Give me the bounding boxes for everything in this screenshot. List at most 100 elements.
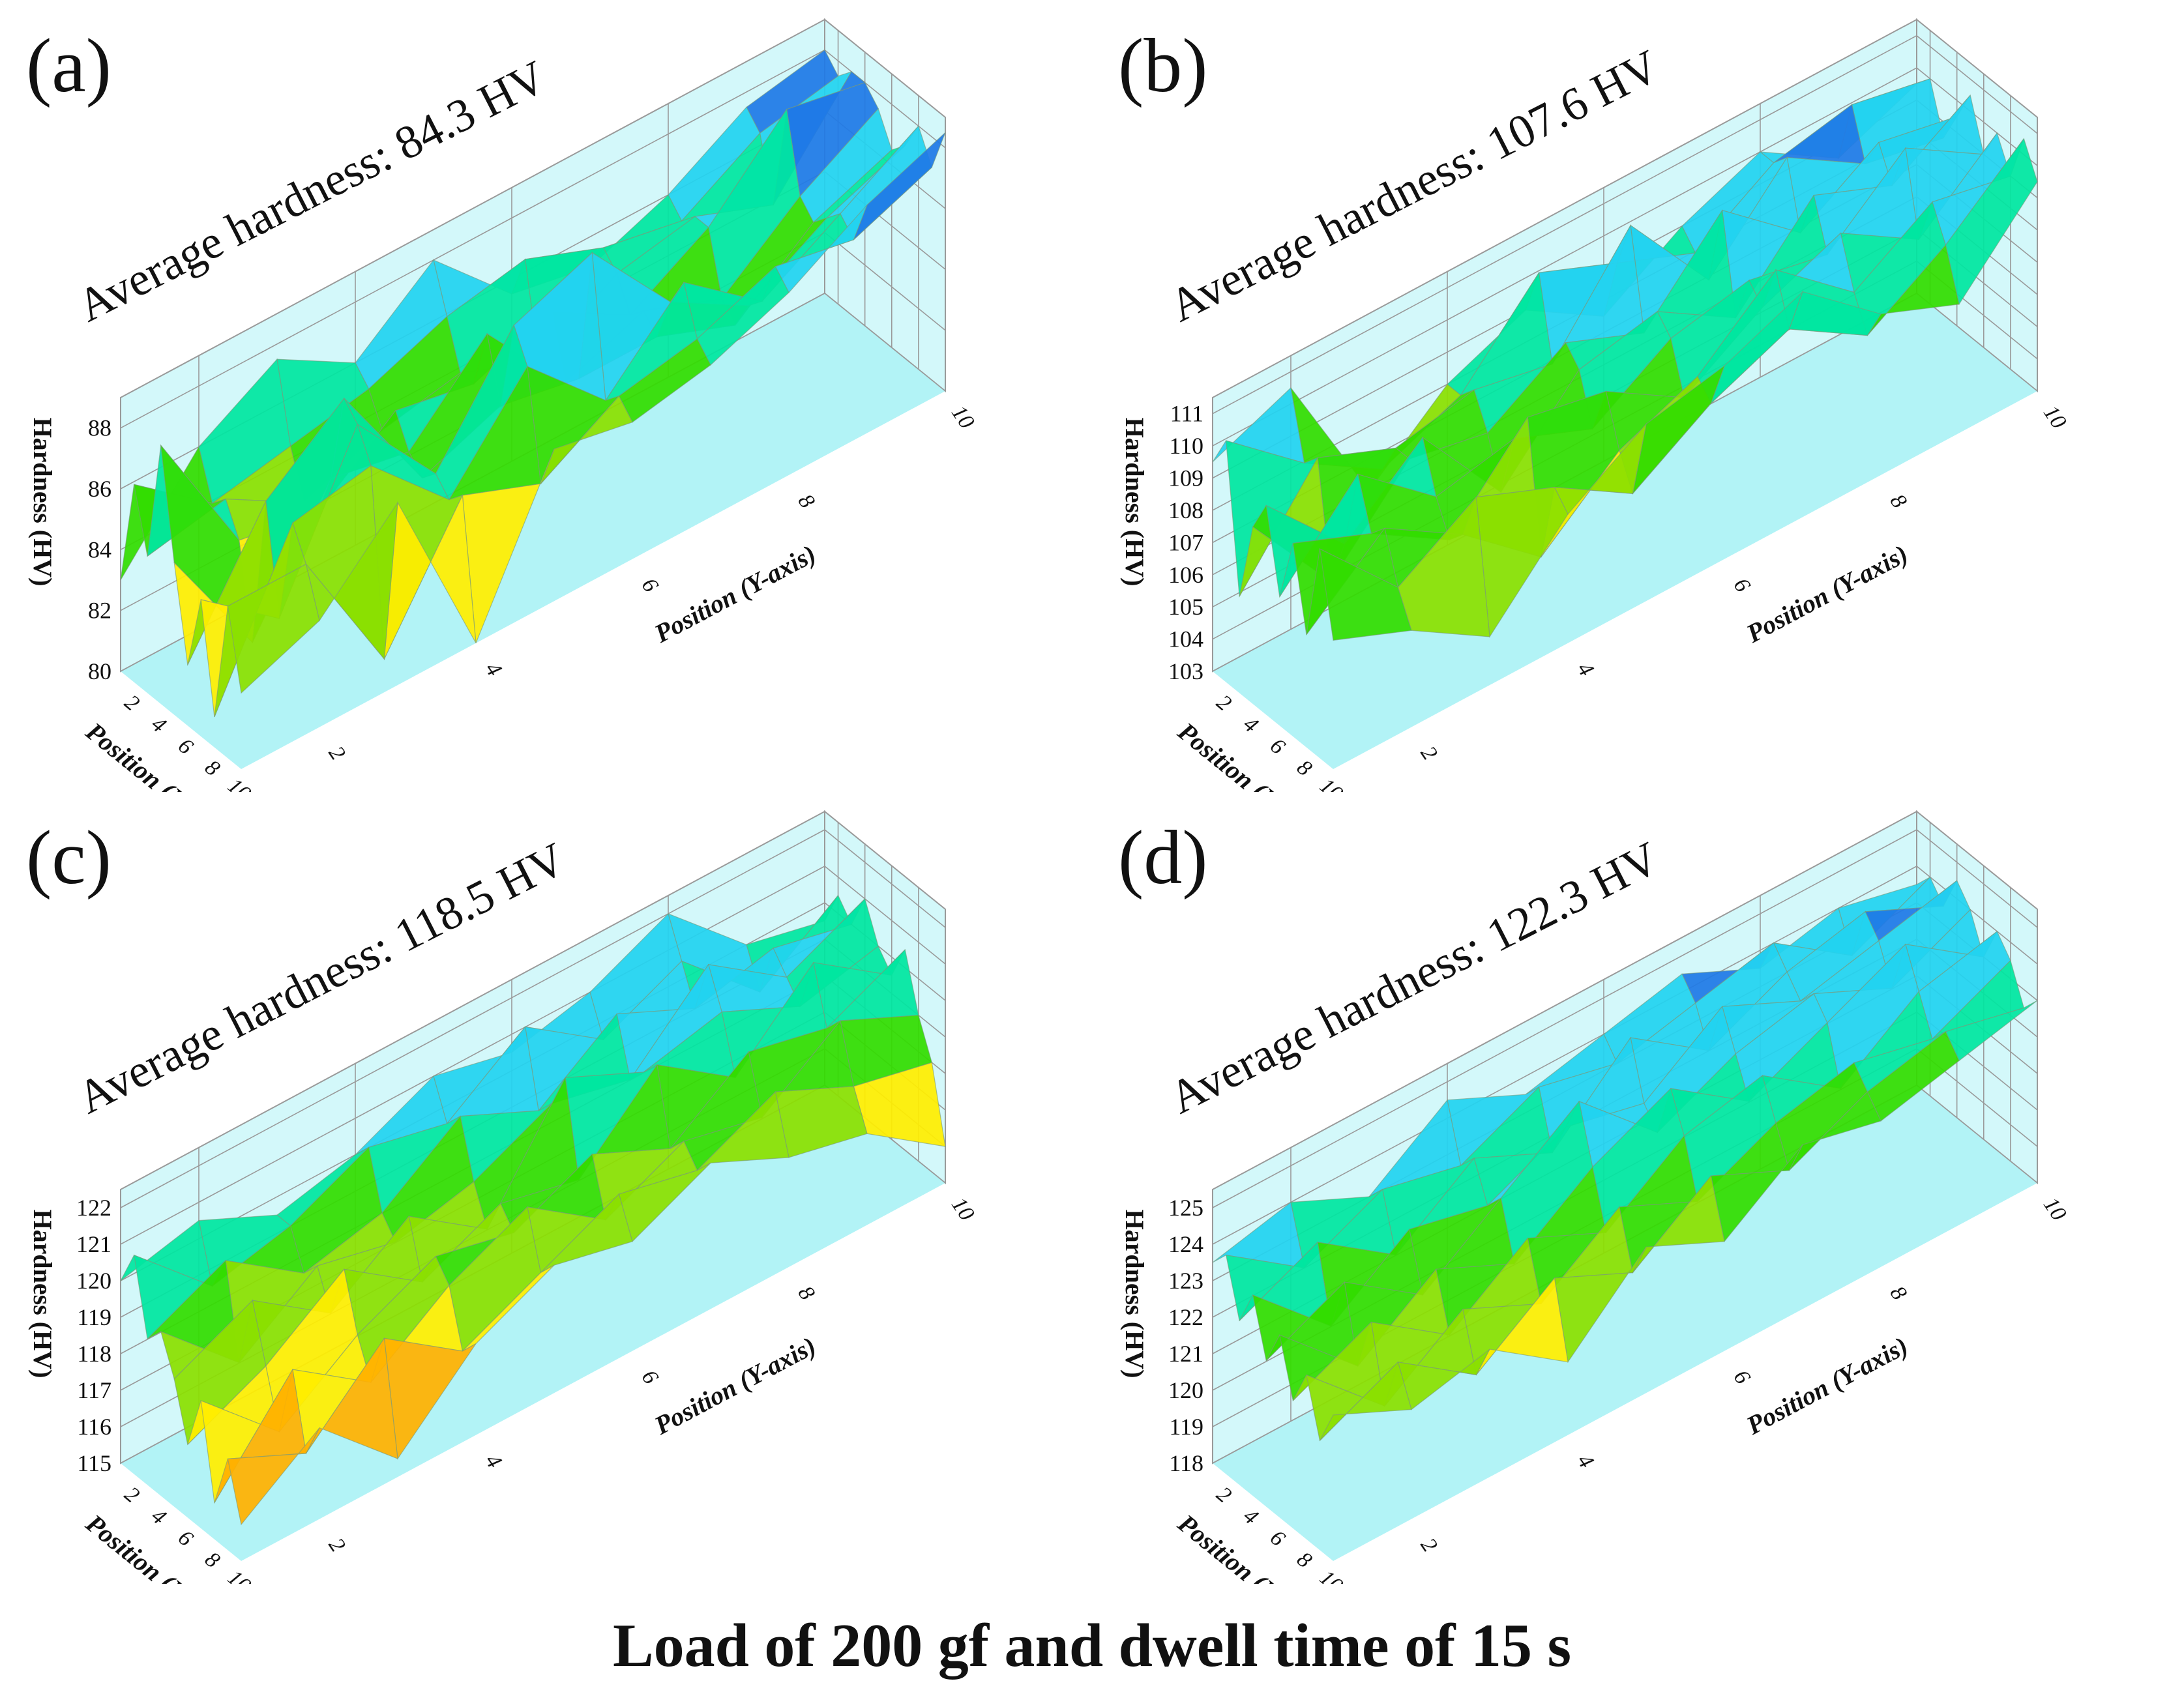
y-tick-label: 6 xyxy=(1729,1366,1755,1389)
y-axis-label: Position (Y-axis) xyxy=(649,1331,821,1440)
x-tick-label: 10 xyxy=(1315,774,1348,792)
panel-a: 80 82 84 86 88 2 4 6 8 10 2 4 6 8 10 Position (X-axis) P… xyxy=(0,0,1092,792)
y-axis-label: Position (Y-axis) xyxy=(1741,539,1913,649)
z-tick-label: 103 xyxy=(1168,658,1203,684)
x-tick-label: 8 xyxy=(1292,755,1316,781)
z-tick-label: 120 xyxy=(1168,1377,1203,1403)
y-axis-label: Position (Y-axis) xyxy=(649,539,821,649)
x-tick-label: 8 xyxy=(1292,1547,1316,1573)
y-tick-label: 8 xyxy=(1885,1282,1911,1305)
y-tick-label: 4 xyxy=(1572,658,1599,680)
panel-label: (b) xyxy=(1118,23,1208,108)
z-ticks: 103 104 105 106 107 108 109 110 111 xyxy=(1168,401,1203,684)
z-tick-label: 107 xyxy=(1168,529,1203,555)
z-tick-label: 119 xyxy=(77,1304,111,1330)
y-tick-label: 8 xyxy=(793,490,819,513)
x-tick-label: 2 xyxy=(120,690,144,716)
x-tick-label: 10 xyxy=(223,774,256,792)
z-tick-label: 86 xyxy=(88,476,111,502)
y-tick-label: 6 xyxy=(1729,574,1755,597)
surface xyxy=(1212,78,2038,641)
y-tick-label: 10 xyxy=(947,401,979,433)
floor xyxy=(121,293,945,769)
surface-chart-c: 115116117118119120121122246810246810Posi… xyxy=(26,810,979,1584)
z-tick-label: 111 xyxy=(1170,401,1203,427)
panel-label: (c) xyxy=(26,815,111,900)
surface-cell xyxy=(1319,548,1412,641)
panel-label: (a) xyxy=(26,23,111,108)
z-tick-label: 106 xyxy=(1168,562,1203,588)
z-axis-label: Hardness (HV) xyxy=(1120,1210,1149,1379)
z-tick-label: 104 xyxy=(1168,626,1203,652)
y-tick-label: 8 xyxy=(793,1282,819,1305)
z-tick-label: 80 xyxy=(88,658,111,684)
x-tick-label: 10 xyxy=(223,1566,256,1584)
z-axis-label: Hardness (HV) xyxy=(1120,418,1149,587)
z-tick-label: 123 xyxy=(1168,1268,1203,1294)
surface-chart-b: 103104105106107108109110111246810246810P… xyxy=(1118,18,2071,792)
panel-d: 118 119 120 121 122 123 124 125 2 4 6 8 10 2 4 6 8 10 Posi… xyxy=(1092,792,2184,1584)
y-tick-label: 2 xyxy=(1416,1534,1442,1556)
z-tick-label: 82 xyxy=(88,598,111,624)
z-tick-label: 88 xyxy=(88,415,111,441)
z-axis-label: Hardness (HV) xyxy=(28,1210,57,1379)
x-tick-label: 2 xyxy=(1212,1482,1236,1508)
y-tick-label: 10 xyxy=(947,1193,979,1225)
z-tick-label: 122 xyxy=(1168,1304,1203,1330)
panel-c: 115 116 117 118 119 120 121 122 2 4 6 8 10 2 4 6 8 10 Posi… xyxy=(0,792,1092,1584)
y-tick-label: 2 xyxy=(324,742,350,765)
surface-cell xyxy=(227,1427,320,1526)
z-tick-label: 109 xyxy=(1168,465,1203,491)
surface xyxy=(1212,876,2038,1442)
x-tick-label: 6 xyxy=(1265,1526,1290,1551)
x-tick-label: 10 xyxy=(1315,1566,1348,1584)
z-tick-label: 121 xyxy=(1168,1341,1203,1367)
x-tick-label: 2 xyxy=(120,1482,144,1508)
y-tick-label: 10 xyxy=(2039,401,2071,433)
z-tick-label: 118 xyxy=(77,1341,111,1367)
surface xyxy=(120,49,946,718)
z-tick-label: 119 xyxy=(1169,1414,1203,1440)
x-tick-label: 8 xyxy=(200,755,224,781)
z-axis-label: Hardness (HV) xyxy=(28,418,57,587)
z-tick-label: 124 xyxy=(1168,1231,1203,1257)
y-tick-label: 4 xyxy=(1572,1450,1599,1472)
y-tick-label: 4 xyxy=(480,658,507,680)
x-tick-label: 6 xyxy=(1265,734,1290,759)
x-tick-label: 4 xyxy=(1239,712,1263,737)
y-tick-label: 2 xyxy=(1416,742,1442,765)
surface-chart-d: 118119120121122123124125246810246810Posi… xyxy=(1118,810,2071,1584)
y-tick-label: 6 xyxy=(637,574,663,597)
x-tick-label: 2 xyxy=(1212,690,1236,716)
z-tick-label: 125 xyxy=(1168,1195,1203,1221)
z-ticks: 115 116 117 118 119 120 121 122 xyxy=(76,1195,111,1476)
z-tick-label: 115 xyxy=(77,1450,111,1476)
z-tick-label: 110 xyxy=(1169,433,1203,459)
x-tick-label: 6 xyxy=(173,1526,198,1551)
y-tick-label: 8 xyxy=(1885,490,1911,513)
z-tick-label: 117 xyxy=(77,1377,111,1403)
x-tick-label: 4 xyxy=(1239,1504,1263,1529)
floor xyxy=(121,1085,945,1561)
z-tick-label: 121 xyxy=(76,1231,111,1257)
y-tick-label: 10 xyxy=(2039,1193,2071,1225)
surface-cell xyxy=(227,563,320,694)
x-tick-label: 8 xyxy=(200,1547,224,1573)
y-axis-label: Position (Y-axis) xyxy=(1741,1331,1913,1440)
z-tick-label: 116 xyxy=(77,1414,111,1440)
floor xyxy=(1213,1085,2037,1561)
z-tick-label: 122 xyxy=(76,1195,111,1221)
panel-label: (d) xyxy=(1118,815,1208,900)
x-tick-label: 4 xyxy=(147,712,171,737)
z-ticks: 118 119 120 121 122 123 124 125 xyxy=(1168,1195,1203,1476)
z-tick-label: 108 xyxy=(1168,497,1203,523)
y-tick-label: 6 xyxy=(637,1366,663,1389)
floor xyxy=(1213,293,2037,769)
z-ticks: 80 82 84 86 88 xyxy=(88,415,111,684)
surface xyxy=(120,894,946,1526)
z-tick-label: 84 xyxy=(88,536,111,562)
figure-caption: Load of 200 gf and dwell time of 15 s xyxy=(612,1612,1572,1680)
panel-b: 103 104 105 106 107 108 109 110 111 2 4 6 8 10 2 4 6 8 10 P… xyxy=(1092,0,2184,792)
z-tick-label: 105 xyxy=(1168,594,1203,620)
